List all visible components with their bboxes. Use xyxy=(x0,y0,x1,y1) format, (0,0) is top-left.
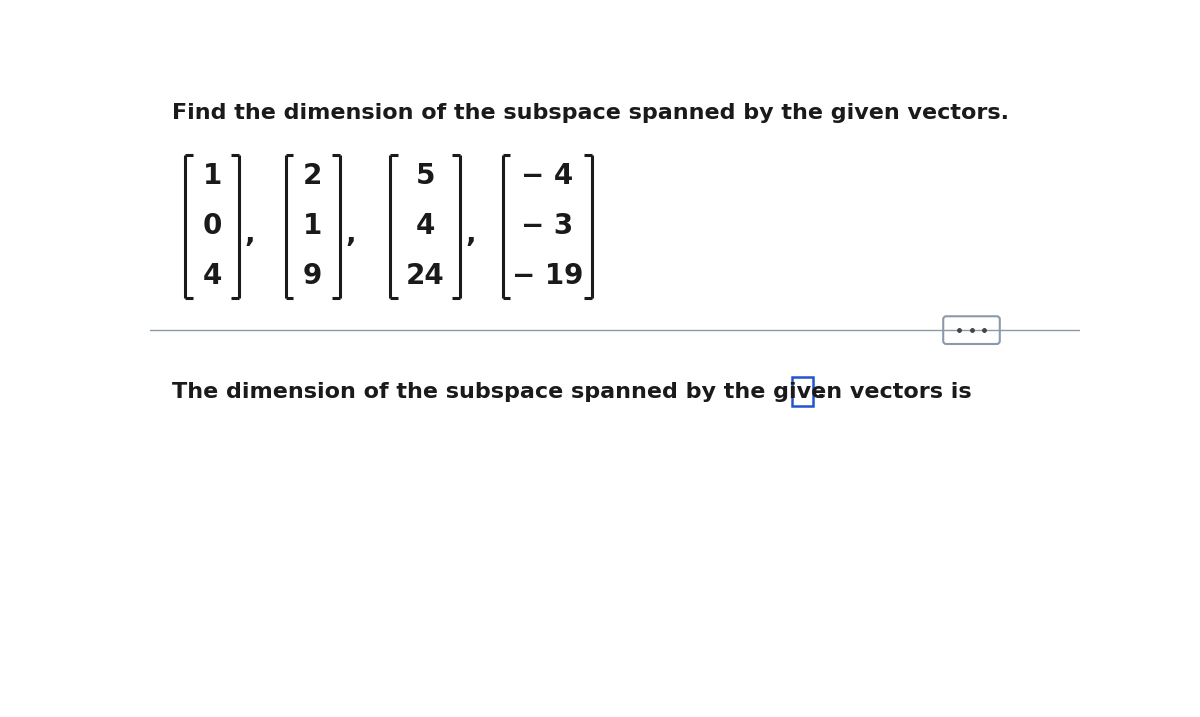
Text: 24: 24 xyxy=(406,262,444,290)
Text: 2: 2 xyxy=(304,162,323,190)
Text: Find the dimension of the subspace spanned by the given vectors.: Find the dimension of the subspace spann… xyxy=(172,103,1009,123)
Text: 9: 9 xyxy=(304,262,323,290)
Text: 4: 4 xyxy=(415,212,434,240)
Text: 1: 1 xyxy=(203,162,222,190)
Text: The dimension of the subspace spanned by the given vectors is: The dimension of the subspace spanned by… xyxy=(172,381,971,402)
Text: 4: 4 xyxy=(203,262,222,290)
Text: ,: , xyxy=(466,220,476,248)
Text: − 19: − 19 xyxy=(511,262,583,290)
Text: 0: 0 xyxy=(203,212,222,240)
Text: 1: 1 xyxy=(304,212,323,240)
Text: − 4: − 4 xyxy=(521,162,574,190)
Text: ,: , xyxy=(245,220,256,248)
Text: − 3: − 3 xyxy=(521,212,574,240)
FancyBboxPatch shape xyxy=(943,316,1000,344)
Text: ,: , xyxy=(346,220,356,248)
Text: .: . xyxy=(816,381,824,402)
Bar xyxy=(792,377,814,407)
Text: 5: 5 xyxy=(415,162,434,190)
